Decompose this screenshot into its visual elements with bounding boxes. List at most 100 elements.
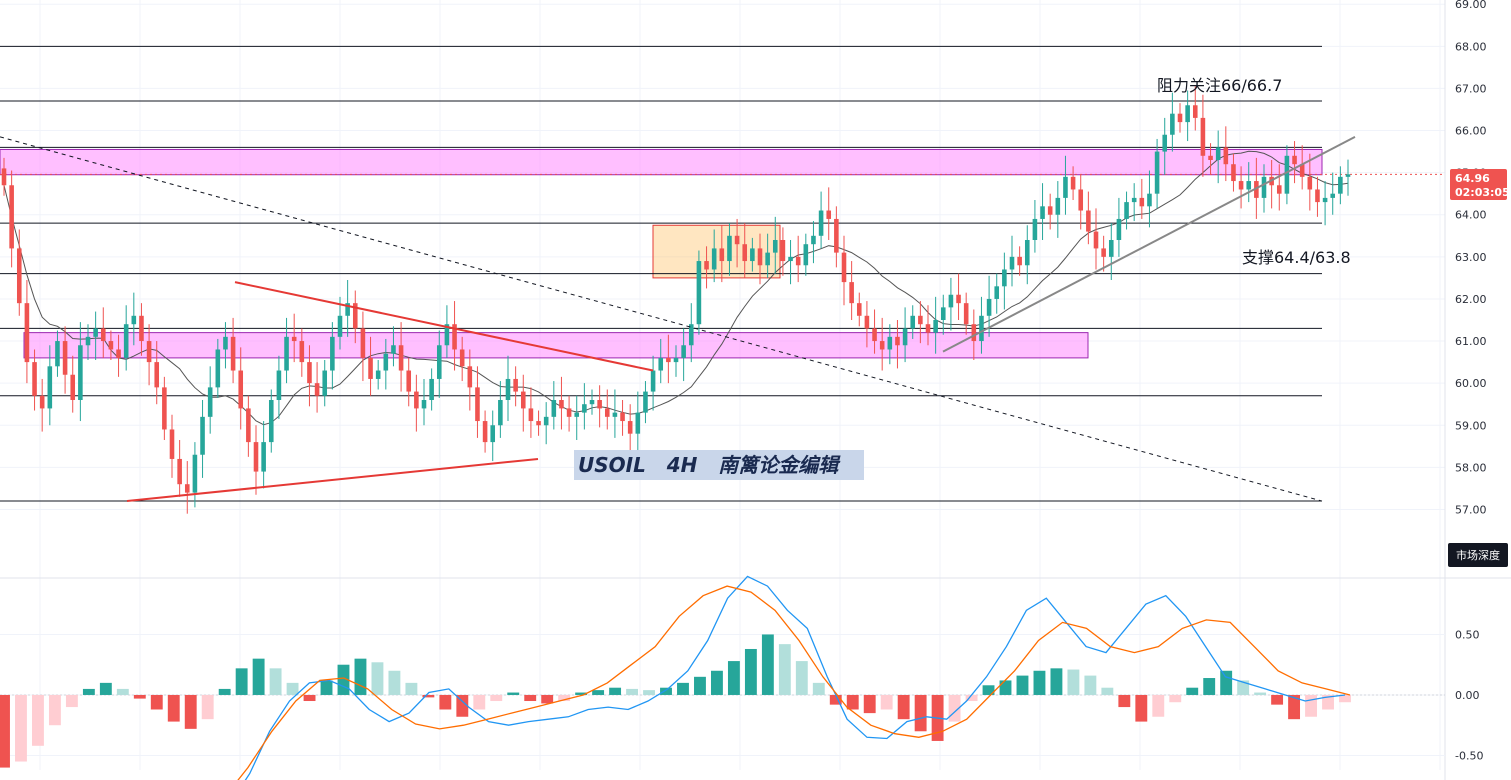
macd-histogram-bar [1220,670,1233,695]
macd-histogram-bar [863,694,876,714]
candle-down [482,421,488,443]
candle-up [375,370,381,379]
macd-histogram-bar [337,664,350,695]
candle-up [1063,176,1068,198]
candle-down [459,349,465,367]
macd-histogram-bar [1084,675,1097,695]
candle-up [1185,105,1190,123]
candle-up [1116,218,1122,240]
macd-histogram-bar [1237,680,1250,695]
market-depth-button-bg[interactable] [1448,543,1508,567]
macd-histogram-bar [999,680,1012,695]
macd-histogram-bar [32,694,44,746]
candle-down [1276,185,1282,194]
candle-up [635,412,641,434]
candle-down [597,400,602,409]
macd-histogram-bar [914,694,927,732]
macd-histogram-bar [82,688,95,695]
macd-histogram-bar [524,694,537,702]
candle-down [406,370,412,392]
candle-up [696,261,702,325]
candle-up [948,294,954,308]
candle-down [146,341,152,363]
macd-histogram-bar [507,692,520,695]
candle-up [345,303,350,316]
candle-up [986,298,992,316]
candle-up [589,400,595,405]
macd-histogram-bar [1203,678,1216,695]
candle-down [895,336,900,346]
price-tick-label: 69.00 [1455,0,1487,11]
candle-down [627,421,633,434]
candle-down [1223,147,1229,165]
macd-histogram-bar [201,694,214,720]
candle-down [246,408,251,443]
macd-histogram-bar [303,694,316,702]
macd-histogram-bar [133,694,146,699]
candle-down [1292,155,1297,165]
macd-histogram-bar [405,682,418,695]
candle-up [1131,197,1137,203]
macd-histogram-bar [1288,694,1301,720]
candle-down [24,303,30,363]
candle-up [1330,193,1336,198]
price-axis[interactable]: 69.0068.0067.0066.0065.0064.0063.0062.00… [1444,0,1487,780]
candle-down [834,218,839,253]
candle-up [200,416,205,455]
candle-up [78,345,83,400]
market-depth-button[interactable]: 市场深度 [1456,548,1500,562]
candle-down [604,408,610,417]
candle-down [291,336,297,342]
candle-down [719,248,725,262]
candle-down [1299,164,1305,177]
candles-layer [1,86,1351,514]
candle-down [116,349,121,358]
candle-up [192,454,198,493]
candle-down [108,341,114,350]
candle-up [55,341,60,367]
macd-tick-label: 0.00 [1455,689,1480,702]
candle-down [795,256,801,266]
candle-up [131,315,137,325]
macd-histogram-bar [184,694,197,729]
candle-down [704,261,709,270]
candle-down [620,412,625,422]
candle-down [452,324,457,350]
candle-up [979,315,984,342]
candle-down [39,395,45,409]
candle-up [803,244,809,266]
horizontal-levels-layer [0,45,1445,502]
macd-histogram-bar [371,662,384,695]
candle-up [574,412,580,417]
candle-up [444,324,450,346]
candle-down [742,244,748,262]
candle-down [1070,176,1076,190]
candle-down [963,303,969,325]
candle-up [940,307,946,320]
candle-up [688,324,694,346]
candle-down [1017,256,1022,266]
triangle-upper-line [234,281,654,372]
candle-up [1170,113,1175,135]
macd-histogram-bar [880,694,893,710]
candle-up [1345,174,1351,177]
macd-histogram-bar [269,668,282,695]
macd-histogram-bar [1101,687,1114,695]
macd-axis[interactable]: 0.50 0.00 -0.50 [1455,628,1483,762]
candle-up [1246,181,1252,190]
candle-down [1254,181,1259,198]
candle-down [1101,248,1106,257]
candle-up [772,240,778,253]
candle-down [1078,189,1084,211]
support-annotation: 支撑64.4/63.8 [1242,248,1351,267]
candle-down [757,248,763,266]
current-price-badge [1450,169,1507,200]
macd-histogram-bar [456,694,469,717]
macd-histogram-bar [439,694,452,710]
macd-histogram-bar [0,694,10,768]
candle-down [32,362,37,396]
candle-up [421,400,427,409]
candle-countdown: 02:03:05 [1455,186,1510,199]
